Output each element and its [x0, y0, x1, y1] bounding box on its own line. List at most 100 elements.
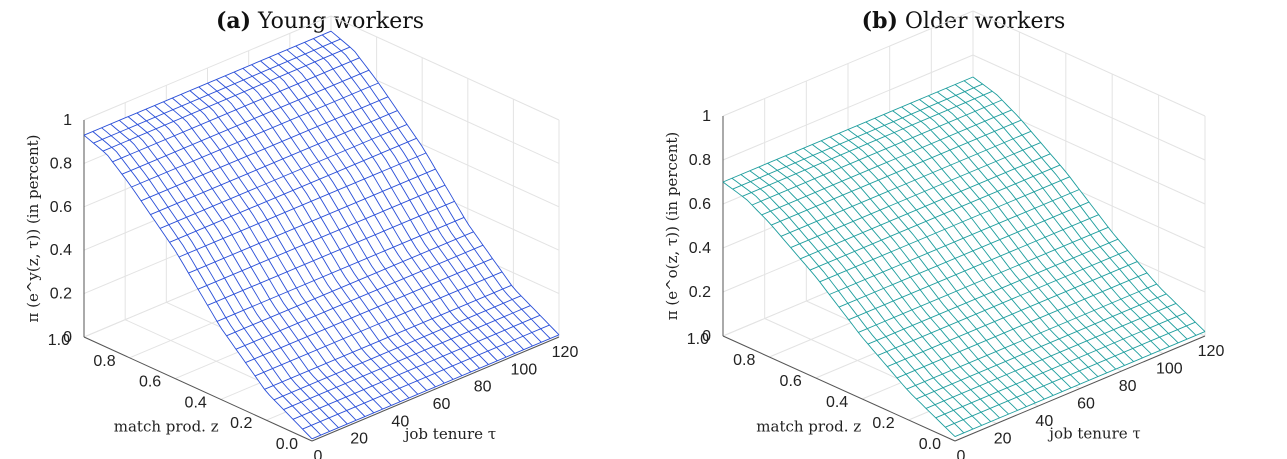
z-tick-label: 0.8	[50, 155, 72, 172]
mesh-line	[171, 97, 401, 403]
mesh-line	[119, 119, 348, 425]
x-tick-label: 0.2	[872, 415, 894, 432]
axes	[722, 116, 1206, 442]
y-axis-line	[311, 336, 560, 442]
mesh-line	[83, 134, 313, 440]
y-tick-label: 0	[957, 448, 966, 459]
z-tick-label: 0.8	[689, 152, 711, 169]
y-tick-label: 40	[391, 413, 409, 430]
x-axis-line	[83, 336, 313, 442]
mesh-line	[145, 108, 375, 414]
mesh-line	[901, 106, 1134, 362]
mesh-line	[820, 140, 1054, 396]
x-tick-label: 0.6	[780, 373, 802, 390]
x-tick-label: 0.4	[826, 394, 848, 411]
mesh-line	[945, 87, 1179, 344]
mesh-line	[189, 90, 419, 395]
mesh-line	[269, 56, 498, 362]
mesh-line	[874, 117, 1108, 374]
mesh-line	[321, 34, 551, 339]
y-tick-label: 80	[474, 379, 492, 396]
y-axis-label: job tenure τ	[1047, 424, 1140, 442]
grid-line	[330, 15, 560, 121]
mesh-line	[865, 121, 1099, 377]
mesh-line	[963, 80, 1197, 336]
mesh-line	[224, 75, 454, 380]
mesh-line	[856, 125, 1090, 381]
mesh-line	[313, 38, 542, 343]
y-tick-label: 60	[433, 396, 451, 413]
mesh-line	[180, 93, 410, 399]
mesh-line	[812, 144, 1045, 400]
mesh-line	[127, 116, 357, 421]
surface-mesh	[83, 30, 560, 440]
x-tick-label: 0.6	[139, 374, 161, 391]
mesh-line	[883, 114, 1117, 370]
z-tick-label: 0.6	[50, 199, 72, 216]
mesh-line	[304, 41, 533, 347]
mesh-line	[767, 162, 1000, 419]
panel-title: (b) Older workers	[640, 8, 1287, 34]
y-tick-label: 100	[510, 361, 537, 378]
x-tick-label: 0.2	[230, 415, 252, 432]
y-axis-label: job tenure τ	[403, 425, 496, 443]
mesh-line	[758, 166, 992, 422]
y-tick-label: 20	[350, 431, 368, 448]
x-axis-label: match prod. z	[114, 418, 219, 436]
panel-title: (a) Young workers	[0, 8, 640, 34]
mesh-line	[154, 105, 383, 410]
mesh-line	[928, 95, 1161, 351]
mesh-line	[260, 60, 489, 365]
y-tick-label: 40	[1035, 413, 1053, 430]
mesh-line	[838, 132, 1072, 389]
mesh-line	[740, 174, 974, 430]
mesh-line	[722, 181, 956, 437]
z-tick-label: 0.4	[689, 240, 711, 257]
y-tick-label: 120	[552, 344, 579, 361]
mesh-line	[295, 45, 525, 351]
surface-plot: 00.20.40.60.810.00.20.40.60.81.002040608…	[24, 15, 579, 459]
mesh-line	[136, 112, 366, 417]
z-tick-label: 1	[702, 108, 711, 125]
mesh-line	[954, 84, 1188, 340]
x-axis-line	[722, 335, 956, 442]
y-tick-label: 20	[994, 431, 1012, 448]
mesh-line	[972, 76, 1206, 332]
mesh-line	[101, 127, 330, 432]
z-tick-label: 0.6	[689, 196, 711, 213]
panel-tag: (b)	[861, 8, 898, 34]
z-tick-label: 0.2	[50, 286, 72, 303]
grid-line	[972, 54, 1206, 161]
surface-mesh	[722, 76, 1206, 438]
mesh-line	[286, 49, 516, 354]
mesh-line	[919, 99, 1152, 355]
z-tick-label: 0.2	[689, 284, 711, 301]
mesh-line	[277, 53, 507, 358]
grid-line	[83, 15, 332, 121]
grid-line	[722, 54, 974, 161]
mesh-line	[937, 91, 1170, 347]
mesh-line	[910, 102, 1143, 359]
mesh-line	[198, 86, 428, 391]
mesh-line	[803, 147, 1036, 404]
mesh-line	[330, 30, 560, 336]
y-tick-label: 80	[1119, 378, 1137, 395]
z-tick-label: 0.4	[50, 242, 72, 259]
surface-fill	[84, 31, 559, 439]
z-axis-label: π (e^y(z, τ)) (in percent)	[24, 134, 42, 322]
tick-labels: 00.20.40.60.810.00.20.40.60.81.002040608…	[48, 112, 579, 459]
y-tick-label: 60	[1077, 396, 1095, 413]
mesh-line	[110, 123, 339, 429]
z-tick-label: 1	[63, 112, 72, 129]
mesh-line	[242, 67, 472, 373]
mesh-line	[892, 110, 1125, 366]
z-tick-label: 0	[63, 329, 72, 346]
mesh-line	[785, 155, 1018, 411]
y-tick-label: 100	[1156, 361, 1183, 378]
mesh-line	[163, 101, 392, 406]
mesh-line	[731, 177, 965, 434]
mesh-line	[216, 79, 445, 384]
chart-panel-older: (b) Older workers 0 0.2 0.4 0.6 0.8 1 0.0 0.2 0.…	[640, 0, 1287, 459]
grid-line	[972, 10, 1206, 117]
y-tick-label: 120	[1198, 343, 1225, 360]
